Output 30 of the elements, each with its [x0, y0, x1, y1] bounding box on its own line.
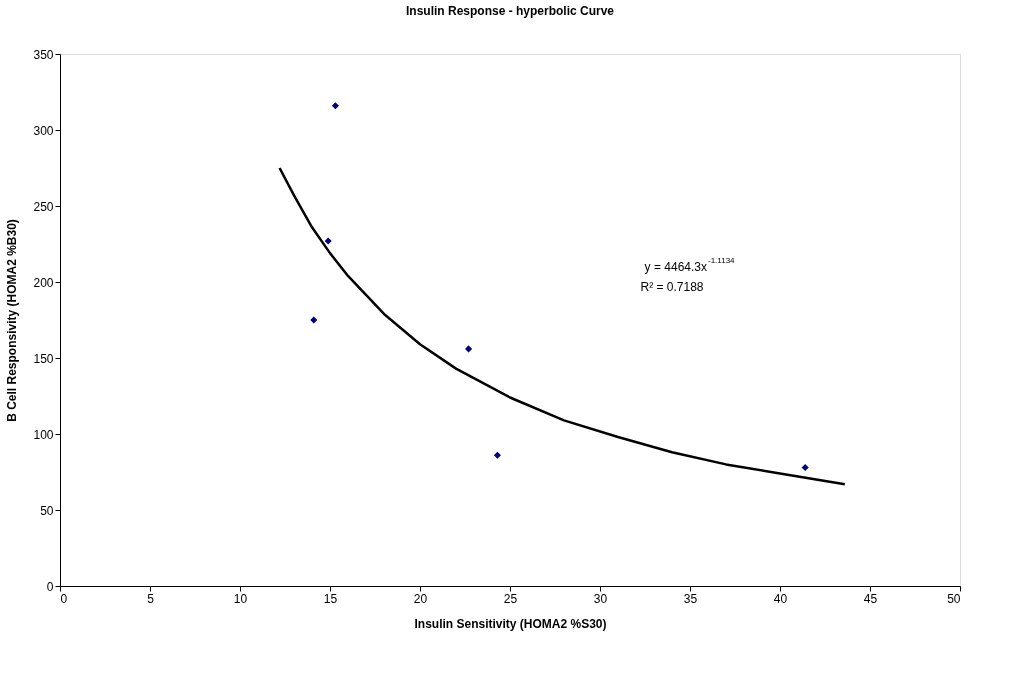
point: [465, 345, 473, 353]
point: [801, 463, 809, 471]
line-series: [278, 166, 847, 486]
x-tick-label: 20: [413, 591, 428, 606]
y-tick-label: 50: [40, 503, 54, 518]
x-tick-label: 50: [947, 591, 961, 606]
y-tick-label: 0: [46, 579, 54, 594]
point: [310, 316, 318, 324]
annotation: R² = 0.7188: [640, 279, 704, 294]
y-tick-label: 350: [33, 47, 54, 62]
point: [493, 451, 501, 459]
x-tick-label: 35: [683, 591, 698, 606]
y-tick-label: 250: [33, 199, 54, 214]
x-tick-label: 15: [323, 591, 338, 606]
x-tick-label: 25: [503, 591, 518, 606]
x-tick-label: 30: [593, 591, 608, 606]
x-tick-label: 40: [773, 591, 788, 606]
y-axis-title: B Cell Responsivity (HOMA2 %B30): [5, 219, 20, 422]
y-tick-label: 150: [33, 351, 54, 366]
x-tick-label: 45: [863, 591, 878, 606]
y-tick-label: 300: [33, 123, 54, 138]
y-tick-label: 200: [33, 275, 54, 290]
point: [331, 102, 339, 110]
x-tick-label: 10: [233, 591, 248, 606]
chart-title: Insulin Response - hyperbolic Curve: [405, 4, 615, 18]
x-tick-label: 5: [147, 591, 155, 606]
y-tick-label: 100: [33, 427, 54, 442]
x-axis-title: Insulin Sensitivity (HOMA2 %S30): [414, 616, 607, 631]
x-tick-label: 0: [60, 591, 68, 606]
point: [324, 237, 332, 245]
